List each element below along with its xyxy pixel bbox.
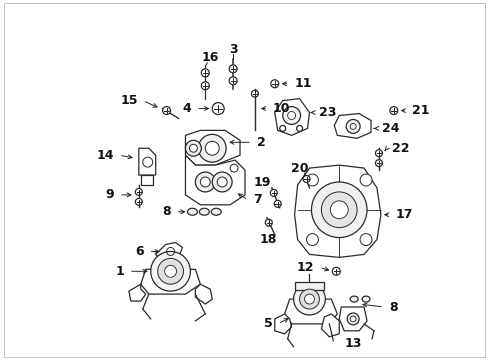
Text: 21: 21 bbox=[411, 104, 428, 117]
Circle shape bbox=[157, 258, 183, 284]
Circle shape bbox=[198, 134, 225, 162]
Text: 15: 15 bbox=[120, 94, 138, 107]
Circle shape bbox=[303, 176, 309, 183]
Polygon shape bbox=[141, 175, 152, 185]
Text: 22: 22 bbox=[391, 142, 408, 155]
Text: 9: 9 bbox=[105, 188, 114, 201]
Circle shape bbox=[205, 141, 219, 155]
Circle shape bbox=[185, 140, 201, 156]
Text: 13: 13 bbox=[344, 337, 361, 350]
Circle shape bbox=[150, 251, 190, 291]
Text: 7: 7 bbox=[252, 193, 261, 206]
Ellipse shape bbox=[187, 208, 197, 215]
Circle shape bbox=[346, 120, 359, 133]
Circle shape bbox=[135, 198, 142, 205]
Circle shape bbox=[282, 107, 300, 125]
Circle shape bbox=[229, 65, 237, 73]
Circle shape bbox=[201, 69, 209, 77]
Text: 23: 23 bbox=[319, 106, 336, 119]
Polygon shape bbox=[284, 299, 337, 324]
Ellipse shape bbox=[199, 208, 209, 215]
Circle shape bbox=[212, 172, 232, 192]
Circle shape bbox=[389, 107, 397, 114]
Text: 10: 10 bbox=[272, 102, 290, 115]
Text: 1: 1 bbox=[115, 265, 123, 278]
Circle shape bbox=[164, 265, 176, 277]
Polygon shape bbox=[141, 269, 200, 294]
Circle shape bbox=[375, 159, 382, 167]
Polygon shape bbox=[195, 284, 212, 304]
Circle shape bbox=[330, 201, 347, 219]
Ellipse shape bbox=[361, 296, 369, 302]
Text: 5: 5 bbox=[264, 318, 272, 330]
Text: 11: 11 bbox=[294, 77, 311, 90]
Text: 8: 8 bbox=[162, 205, 170, 218]
Circle shape bbox=[200, 177, 210, 187]
Circle shape bbox=[306, 234, 318, 246]
Ellipse shape bbox=[211, 208, 221, 215]
Circle shape bbox=[270, 80, 278, 88]
Circle shape bbox=[189, 144, 197, 152]
Circle shape bbox=[251, 90, 258, 97]
Polygon shape bbox=[294, 165, 380, 257]
Circle shape bbox=[270, 189, 277, 196]
Text: 12: 12 bbox=[296, 261, 314, 274]
Polygon shape bbox=[185, 155, 244, 205]
Text: 20: 20 bbox=[290, 162, 308, 175]
Circle shape bbox=[274, 201, 281, 207]
Circle shape bbox=[299, 289, 319, 309]
Text: 3: 3 bbox=[228, 42, 237, 55]
Circle shape bbox=[359, 174, 371, 186]
Text: 18: 18 bbox=[259, 233, 276, 246]
Circle shape bbox=[195, 172, 215, 192]
Circle shape bbox=[321, 192, 356, 228]
Text: 8: 8 bbox=[388, 301, 397, 314]
Circle shape bbox=[212, 103, 224, 114]
Circle shape bbox=[217, 177, 226, 187]
Circle shape bbox=[293, 283, 325, 315]
Circle shape bbox=[359, 234, 371, 246]
Circle shape bbox=[163, 107, 170, 114]
Ellipse shape bbox=[349, 296, 357, 302]
Polygon shape bbox=[334, 113, 370, 138]
Circle shape bbox=[279, 125, 285, 131]
Circle shape bbox=[135, 188, 142, 195]
Polygon shape bbox=[139, 148, 155, 175]
Polygon shape bbox=[321, 314, 339, 337]
Circle shape bbox=[311, 182, 366, 238]
Text: 19: 19 bbox=[253, 176, 270, 189]
Circle shape bbox=[287, 112, 295, 120]
Circle shape bbox=[265, 219, 272, 226]
Text: 2: 2 bbox=[256, 136, 265, 149]
Polygon shape bbox=[274, 99, 309, 135]
Polygon shape bbox=[185, 130, 240, 165]
Circle shape bbox=[304, 294, 314, 304]
Text: 4: 4 bbox=[183, 102, 191, 115]
Polygon shape bbox=[155, 243, 182, 261]
Text: 17: 17 bbox=[395, 208, 412, 221]
Circle shape bbox=[375, 150, 382, 157]
Circle shape bbox=[332, 267, 340, 275]
Circle shape bbox=[296, 125, 302, 131]
Circle shape bbox=[229, 77, 237, 85]
Circle shape bbox=[306, 174, 318, 186]
Polygon shape bbox=[274, 314, 291, 334]
Text: 16: 16 bbox=[201, 51, 219, 64]
Bar bbox=[294, 282, 324, 290]
Text: 6: 6 bbox=[135, 245, 143, 258]
Polygon shape bbox=[339, 307, 366, 331]
Circle shape bbox=[201, 82, 209, 90]
Circle shape bbox=[346, 313, 358, 325]
Polygon shape bbox=[129, 284, 145, 301]
Text: 24: 24 bbox=[381, 122, 399, 135]
Text: 14: 14 bbox=[96, 149, 114, 162]
